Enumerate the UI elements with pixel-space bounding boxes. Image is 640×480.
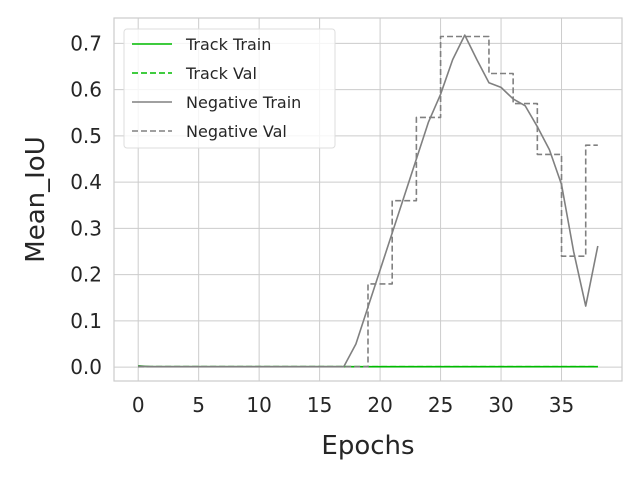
x-tick-label: 35	[549, 393, 574, 417]
x-tick-label: 5	[192, 393, 205, 417]
y-tick-label: 0.2	[70, 263, 102, 287]
y-tick-label: 0.6	[70, 78, 102, 102]
y-tick-label: 0.3	[70, 216, 102, 240]
x-tick-label: 0	[132, 393, 145, 417]
y-tick-label: 0.4	[70, 170, 102, 194]
legend: Track Train Track Val Negative Train Neg…	[123, 28, 336, 149]
x-tick-label: 20	[367, 393, 392, 417]
plot-frame	[113, 17, 623, 382]
legend-label-track-val: Track Val	[185, 64, 257, 83]
x-tick-label: 10	[246, 393, 271, 417]
x-tick-label: 30	[488, 393, 513, 417]
y-tick-label: 0.7	[70, 31, 102, 55]
tick-labels: 0 5 10 15 20 25 30 35 0.0 0.1 0.2 0.3 0.4 0.5 0.6 0.7	[70, 31, 574, 417]
x-tick-label: 15	[307, 393, 332, 417]
legend-box	[123, 28, 336, 149]
y-tick-label: 0.1	[70, 309, 102, 333]
series-group	[138, 34, 599, 368]
series-line-negative-val	[138, 35, 598, 368]
y-tick-label: 0.5	[70, 124, 102, 148]
x-axis-label: Epochs	[321, 431, 414, 461]
y-tick-label: 0.0	[70, 355, 102, 379]
x-tick-label: 25	[428, 393, 453, 417]
legend-label-track-train: Track Train	[185, 35, 271, 54]
legend-label-negative-val: Negative Val	[186, 122, 287, 141]
y-axis-label: Mean_IoU	[21, 136, 51, 262]
legend-label-negative-train: Negative Train	[186, 93, 301, 112]
